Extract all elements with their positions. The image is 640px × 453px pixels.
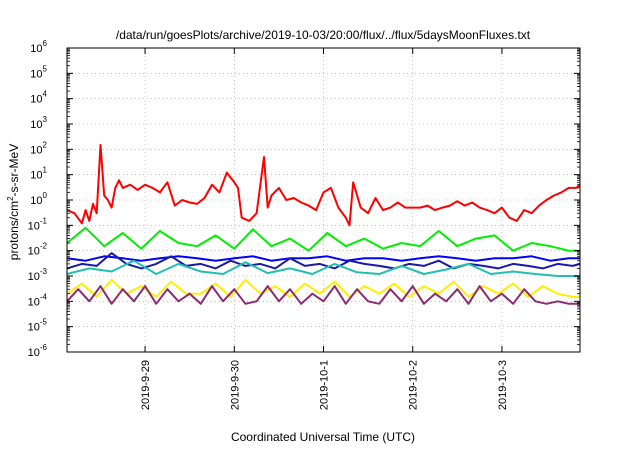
series-group bbox=[66, 143, 581, 305]
y-tick-label: 105 bbox=[30, 64, 47, 80]
y-tick-exponent: 6 bbox=[43, 39, 48, 48]
series-line-2 bbox=[66, 226, 580, 252]
y-tick-exponent: -6 bbox=[40, 343, 48, 352]
grid bbox=[67, 47, 580, 353]
y-tick-label: 106 bbox=[30, 39, 47, 55]
y-tick-exponent: -1 bbox=[40, 216, 48, 225]
y-tick-base: 10 bbox=[30, 94, 42, 106]
y-tick-label: 10-4 bbox=[28, 292, 48, 308]
y-tick-label: 103 bbox=[30, 115, 47, 131]
y-axis: 10-610-510-410-310-210-11001011021031041… bbox=[28, 39, 580, 359]
y-tick-exponent: 5 bbox=[43, 64, 48, 73]
y-tick-label: 10-1 bbox=[28, 216, 48, 232]
y-tick-label: 10-6 bbox=[28, 343, 48, 359]
x-tick-label: 2019-10-1 bbox=[319, 360, 331, 410]
x-tick-label: 2019-10-3 bbox=[497, 360, 509, 410]
y-tick-exponent: 3 bbox=[43, 115, 48, 124]
y-tick-base: 10 bbox=[28, 220, 40, 232]
y-tick-base: 10 bbox=[28, 322, 40, 334]
y-tick-base: 10 bbox=[30, 68, 42, 80]
y-tick-base: 10 bbox=[30, 119, 42, 131]
x-tick-label: 2019-9-29 bbox=[140, 360, 152, 410]
x-tick-label: 2019-9-30 bbox=[229, 360, 241, 410]
y-tick-base: 10 bbox=[30, 144, 42, 156]
y-tick-label: 100 bbox=[30, 191, 47, 207]
y-tick-exponent: -5 bbox=[40, 318, 48, 327]
y-tick-label: 10-5 bbox=[28, 318, 48, 334]
y-tick-exponent: 1 bbox=[43, 166, 48, 175]
y-tick-label: 10-3 bbox=[28, 267, 48, 283]
y-tick-label: 102 bbox=[30, 140, 47, 156]
y-tick-label: 10-2 bbox=[28, 242, 48, 258]
series-line-7 bbox=[66, 285, 580, 305]
y-tick-exponent: -3 bbox=[40, 267, 48, 276]
series-line-5 bbox=[66, 259, 580, 277]
y-tick-exponent: -2 bbox=[40, 242, 48, 251]
series-line-3 bbox=[66, 255, 580, 262]
y-axis-title: protons/cm2-s-sr-MeV bbox=[6, 144, 21, 260]
x-axis: 2019-9-29 2019-9-30 2019-10-1 2019-10-2 2019… bbox=[140, 48, 509, 410]
y-tick-base: 10 bbox=[28, 271, 40, 283]
series-line-6 bbox=[66, 278, 580, 298]
y-tick-exponent: 4 bbox=[43, 90, 48, 99]
y-tick-base: 10 bbox=[30, 195, 42, 207]
chart-title: /data/run/goesPlots/archive/2019-10-03/2… bbox=[116, 28, 531, 42]
y-tick-label: 101 bbox=[30, 166, 47, 182]
y-tick-base: 10 bbox=[30, 43, 42, 55]
y-tick-exponent: 2 bbox=[43, 140, 48, 149]
series-line-4 bbox=[66, 252, 581, 270]
x-axis-title: Coordinated Universal Time (UTC) bbox=[231, 430, 415, 444]
series-line-1 bbox=[66, 143, 581, 227]
y-tick-base: 10 bbox=[28, 296, 40, 308]
y-tick-label: 104 bbox=[30, 90, 47, 106]
y-tick-exponent: 0 bbox=[43, 191, 48, 200]
y-tick-exponent: -4 bbox=[40, 292, 48, 301]
y-tick-base: 10 bbox=[28, 246, 40, 258]
x-tick-label: 2019-10-2 bbox=[408, 360, 420, 410]
y-tick-base: 10 bbox=[30, 170, 42, 182]
y-tick-base: 10 bbox=[28, 347, 40, 359]
